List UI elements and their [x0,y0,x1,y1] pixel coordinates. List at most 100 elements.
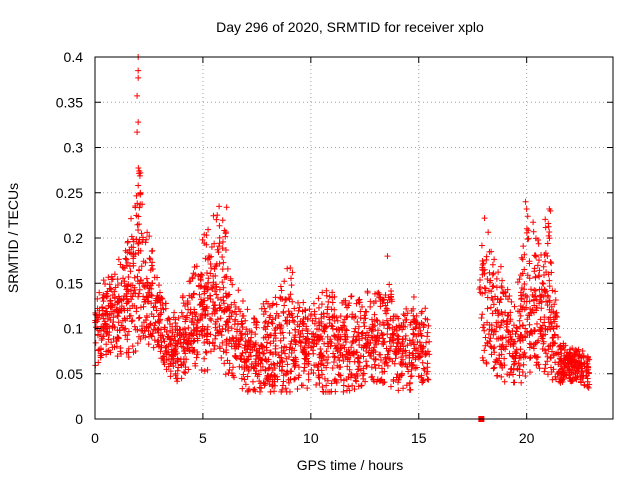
data-point [226,313,233,320]
data-point [490,283,497,290]
data-point [560,358,567,365]
data-point [547,326,554,333]
data-point [402,352,409,359]
data-point [354,318,361,325]
data-point [481,270,488,277]
data-point [303,335,310,342]
data-point [110,319,117,326]
data-point [185,338,192,345]
data-point [168,352,175,359]
data-point [408,366,415,373]
data-point [389,336,396,343]
data-point [213,318,220,325]
data-point [358,382,365,389]
data-point [126,246,133,253]
data-point [360,319,367,326]
data-point [320,310,327,317]
data-point [135,293,142,300]
data-point [384,321,391,328]
data-point [577,353,584,360]
data-point [201,240,208,247]
data-point [143,236,150,243]
data-point [244,331,251,338]
data-point [286,353,293,360]
data-point [342,353,349,360]
data-point [299,318,306,325]
data-point [96,307,103,314]
data-point [399,340,406,347]
data-point [552,359,559,366]
data-point [326,388,333,395]
data-point [247,338,254,345]
data-point [382,292,389,299]
data-point [263,339,270,346]
data-point [345,383,352,390]
data-point [398,372,405,379]
data-point [291,305,298,312]
data-point [580,372,587,379]
y-tick-label: 0.15 [56,275,83,291]
data-point [495,269,502,276]
data-point [348,371,355,378]
data-point [379,319,386,326]
data-point [216,323,223,330]
data-point [260,350,267,357]
data-point [211,265,218,272]
data-point [286,330,293,337]
data-point [302,314,309,321]
data-point [542,216,549,223]
data-point [113,338,120,345]
data-point [395,387,402,394]
data-point [522,334,529,341]
data-point [388,343,395,350]
data-point [324,304,331,311]
data-point [413,345,420,352]
data-point [135,249,142,256]
data-point [539,335,546,342]
data-point [149,330,156,337]
data-point [501,355,508,362]
data-point [280,378,287,385]
data-point [219,254,226,261]
data-point [549,335,556,342]
data-point [387,383,394,390]
data-point [378,330,385,337]
data-point [107,304,114,311]
data-point [517,346,524,353]
data-point [329,313,336,320]
data-point [229,372,236,379]
data-point [116,298,123,305]
data-point [116,309,123,316]
data-point [531,287,538,294]
data-point [180,344,187,351]
data-point [313,334,320,341]
data-point [262,326,269,333]
data-point [204,326,211,333]
data-point [137,336,144,343]
data-point [153,307,160,314]
data-point [130,349,137,356]
data-point [181,369,188,376]
data-point [222,273,229,280]
data-point [294,313,301,320]
data-point [171,309,178,316]
data-point [410,330,417,337]
data-point [245,339,252,346]
data-point [147,320,154,327]
data-point [487,335,494,342]
data-point [572,352,579,359]
data-point [537,324,544,331]
data-point [99,295,106,302]
y-tick-label: 0.4 [64,49,84,65]
data-point [133,192,140,199]
data-point [201,339,208,346]
data-point [550,352,557,359]
data-point [181,325,188,332]
data-point [201,368,208,375]
data-point [157,305,164,312]
data-point [319,352,326,359]
data-point [551,301,558,308]
data-point [114,334,121,341]
data-point [406,359,413,366]
